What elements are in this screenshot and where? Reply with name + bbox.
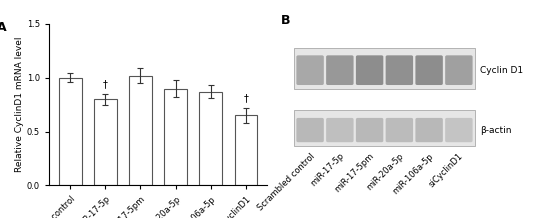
Text: siCyclinD1: siCyclinD1 — [428, 152, 465, 189]
Text: β-actin: β-actin — [480, 126, 511, 135]
Bar — [294, 48, 475, 89]
Text: †: † — [244, 94, 249, 104]
FancyBboxPatch shape — [386, 118, 413, 142]
Bar — [129, 76, 152, 185]
Bar — [94, 99, 117, 185]
Text: miR-17-5pm: miR-17-5pm — [334, 152, 376, 194]
Text: miR-106a-5p: miR-106a-5p — [391, 152, 435, 196]
FancyBboxPatch shape — [326, 55, 354, 85]
FancyBboxPatch shape — [415, 55, 443, 85]
FancyBboxPatch shape — [445, 55, 473, 85]
Bar — [59, 78, 82, 185]
FancyBboxPatch shape — [356, 118, 383, 142]
FancyBboxPatch shape — [415, 118, 443, 142]
FancyBboxPatch shape — [296, 55, 324, 85]
FancyBboxPatch shape — [296, 118, 324, 142]
Y-axis label: Relative CyclinD1 mRNA level: Relative CyclinD1 mRNA level — [15, 37, 24, 172]
Bar — [294, 110, 475, 146]
FancyBboxPatch shape — [445, 118, 473, 142]
FancyBboxPatch shape — [356, 55, 383, 85]
Bar — [199, 92, 222, 185]
Bar — [164, 89, 187, 185]
Text: miR-20a-5p: miR-20a-5p — [365, 152, 405, 192]
Text: miR-17-5p: miR-17-5p — [309, 152, 346, 188]
Text: B: B — [281, 14, 290, 27]
FancyBboxPatch shape — [326, 118, 354, 142]
Bar — [234, 115, 257, 185]
Text: A: A — [0, 21, 7, 34]
FancyBboxPatch shape — [386, 55, 413, 85]
Text: Cyclin D1: Cyclin D1 — [480, 66, 523, 75]
Text: Scrambled control: Scrambled control — [256, 152, 317, 212]
Text: †: † — [103, 80, 108, 90]
